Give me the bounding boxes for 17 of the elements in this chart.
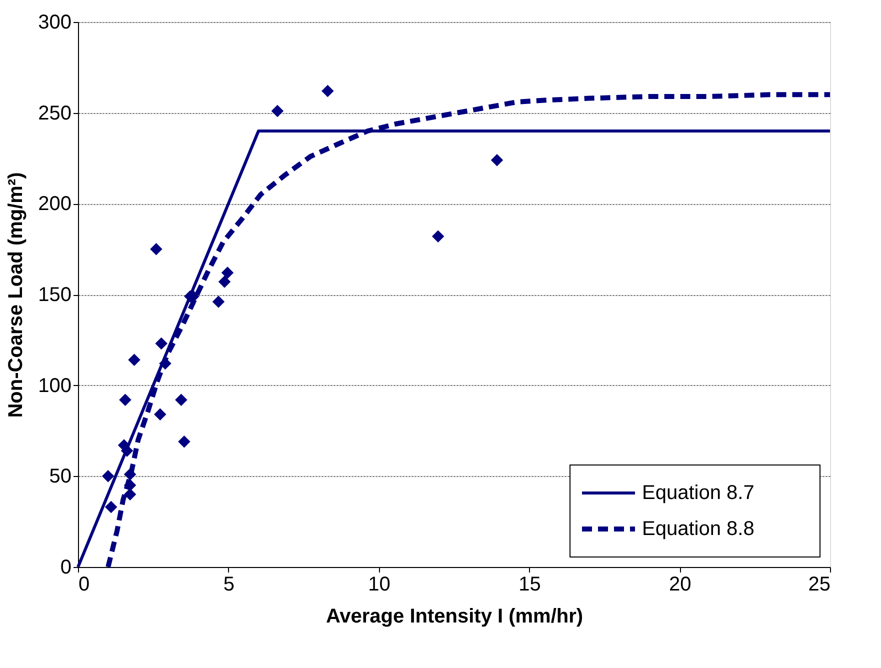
y-tick-label: 250 (38, 102, 72, 124)
x-tick-label: 0 (78, 574, 90, 596)
x-tick-label: 25 (808, 574, 830, 596)
x-axis-title: Average Intensity I (mm/hr) (326, 606, 584, 628)
x-tick-label: 15 (518, 574, 541, 596)
y-tick-label: 300 (38, 12, 72, 34)
y-tick-label: 150 (38, 284, 72, 306)
y-tick-label: 200 (38, 193, 72, 216)
y-tick-label: 100 (38, 374, 72, 397)
legend-label: Equation 8.7 (642, 482, 754, 504)
y-axis-title: Non-Coarse Load (mg/m²) (5, 172, 28, 418)
legend-label: Equation 8.8 (642, 518, 754, 540)
y-tick-label: 0 (60, 556, 72, 578)
x-tick-label: 5 (223, 574, 234, 596)
x-tick-label: 10 (368, 574, 390, 596)
y-tick-label: 50 (49, 466, 72, 488)
x-tick-label: 20 (668, 574, 692, 596)
